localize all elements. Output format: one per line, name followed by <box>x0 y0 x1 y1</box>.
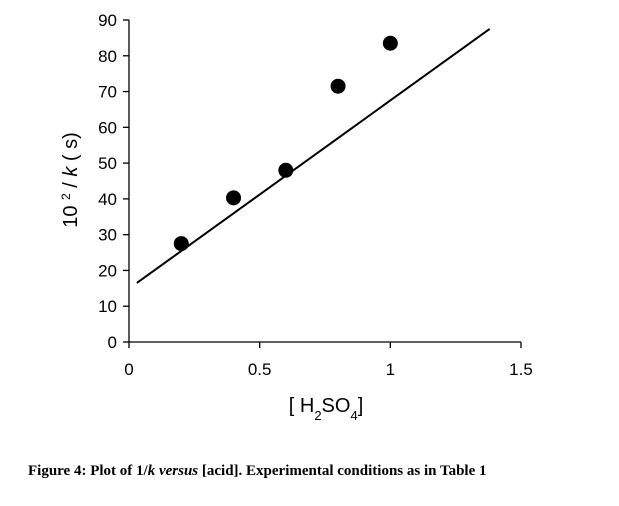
x-axis: 0 0.5 1 1.5 <box>124 341 533 379</box>
data-point <box>278 162 294 178</box>
y-tick-label: 80 <box>98 47 117 66</box>
y-tick-label: 60 <box>98 118 117 137</box>
data-points <box>173 35 398 252</box>
trendline <box>136 28 491 284</box>
y-tick-label: 70 <box>98 83 117 102</box>
y-tick-label: 20 <box>98 261 117 280</box>
x-axis-title: [ H2SO4] <box>289 395 364 423</box>
data-point <box>382 35 398 51</box>
x-tick-label: 0.5 <box>248 360 272 379</box>
caption-suffix: [acid]. Experimental conditions as in Ta… <box>201 463 487 479</box>
trendline-group <box>136 28 491 284</box>
y-tick-label: 90 <box>98 11 117 30</box>
data-point <box>226 190 242 206</box>
figure-caption: Figure 4: Plot of 1/k versus [acid]. Exp… <box>28 463 487 480</box>
data-point <box>173 236 189 252</box>
y-tick-label: 10 <box>98 297 117 316</box>
caption-prefix: Figure 4: Plot of 1/ <box>28 463 148 479</box>
x-axis-title-post: ] <box>358 395 364 417</box>
caption-k: k <box>147 463 156 479</box>
x-axis-title-mid: SO <box>322 395 351 417</box>
x-axis-title-sub1: 2 <box>314 408 321 423</box>
y-axis-title: 10 2 / k ( s) <box>59 132 82 228</box>
x-tick-label: 1 <box>386 360 395 379</box>
y-axis-title-var: k <box>60 166 82 177</box>
y-axis-title-mid: / <box>60 177 82 194</box>
y-axis-title-sup: 2 <box>59 193 73 200</box>
chart: 0 10 20 30 40 50 60 70 80 90 0 0.5 1 1.5 10 2 / k ( … <box>59 11 533 423</box>
y-axis-title-prefix: 10 <box>60 200 82 228</box>
data-point <box>330 78 346 94</box>
y-tick-label: 30 <box>98 226 117 245</box>
caption-versus: versus <box>158 463 199 479</box>
x-tick-label: 0 <box>124 360 133 379</box>
y-axis: 0 10 20 30 40 50 60 70 80 90 <box>98 11 130 352</box>
y-tick-label: 0 <box>108 333 117 352</box>
y-tick-label: 40 <box>98 190 117 209</box>
y-axis-title-suffix: ( s) <box>60 132 82 166</box>
x-axis-title-sub2: 4 <box>350 408 357 423</box>
y-tick-label: 50 <box>98 154 117 173</box>
x-tick-label: 1.5 <box>509 360 533 379</box>
x-axis-title-pre: [ H <box>289 395 315 417</box>
